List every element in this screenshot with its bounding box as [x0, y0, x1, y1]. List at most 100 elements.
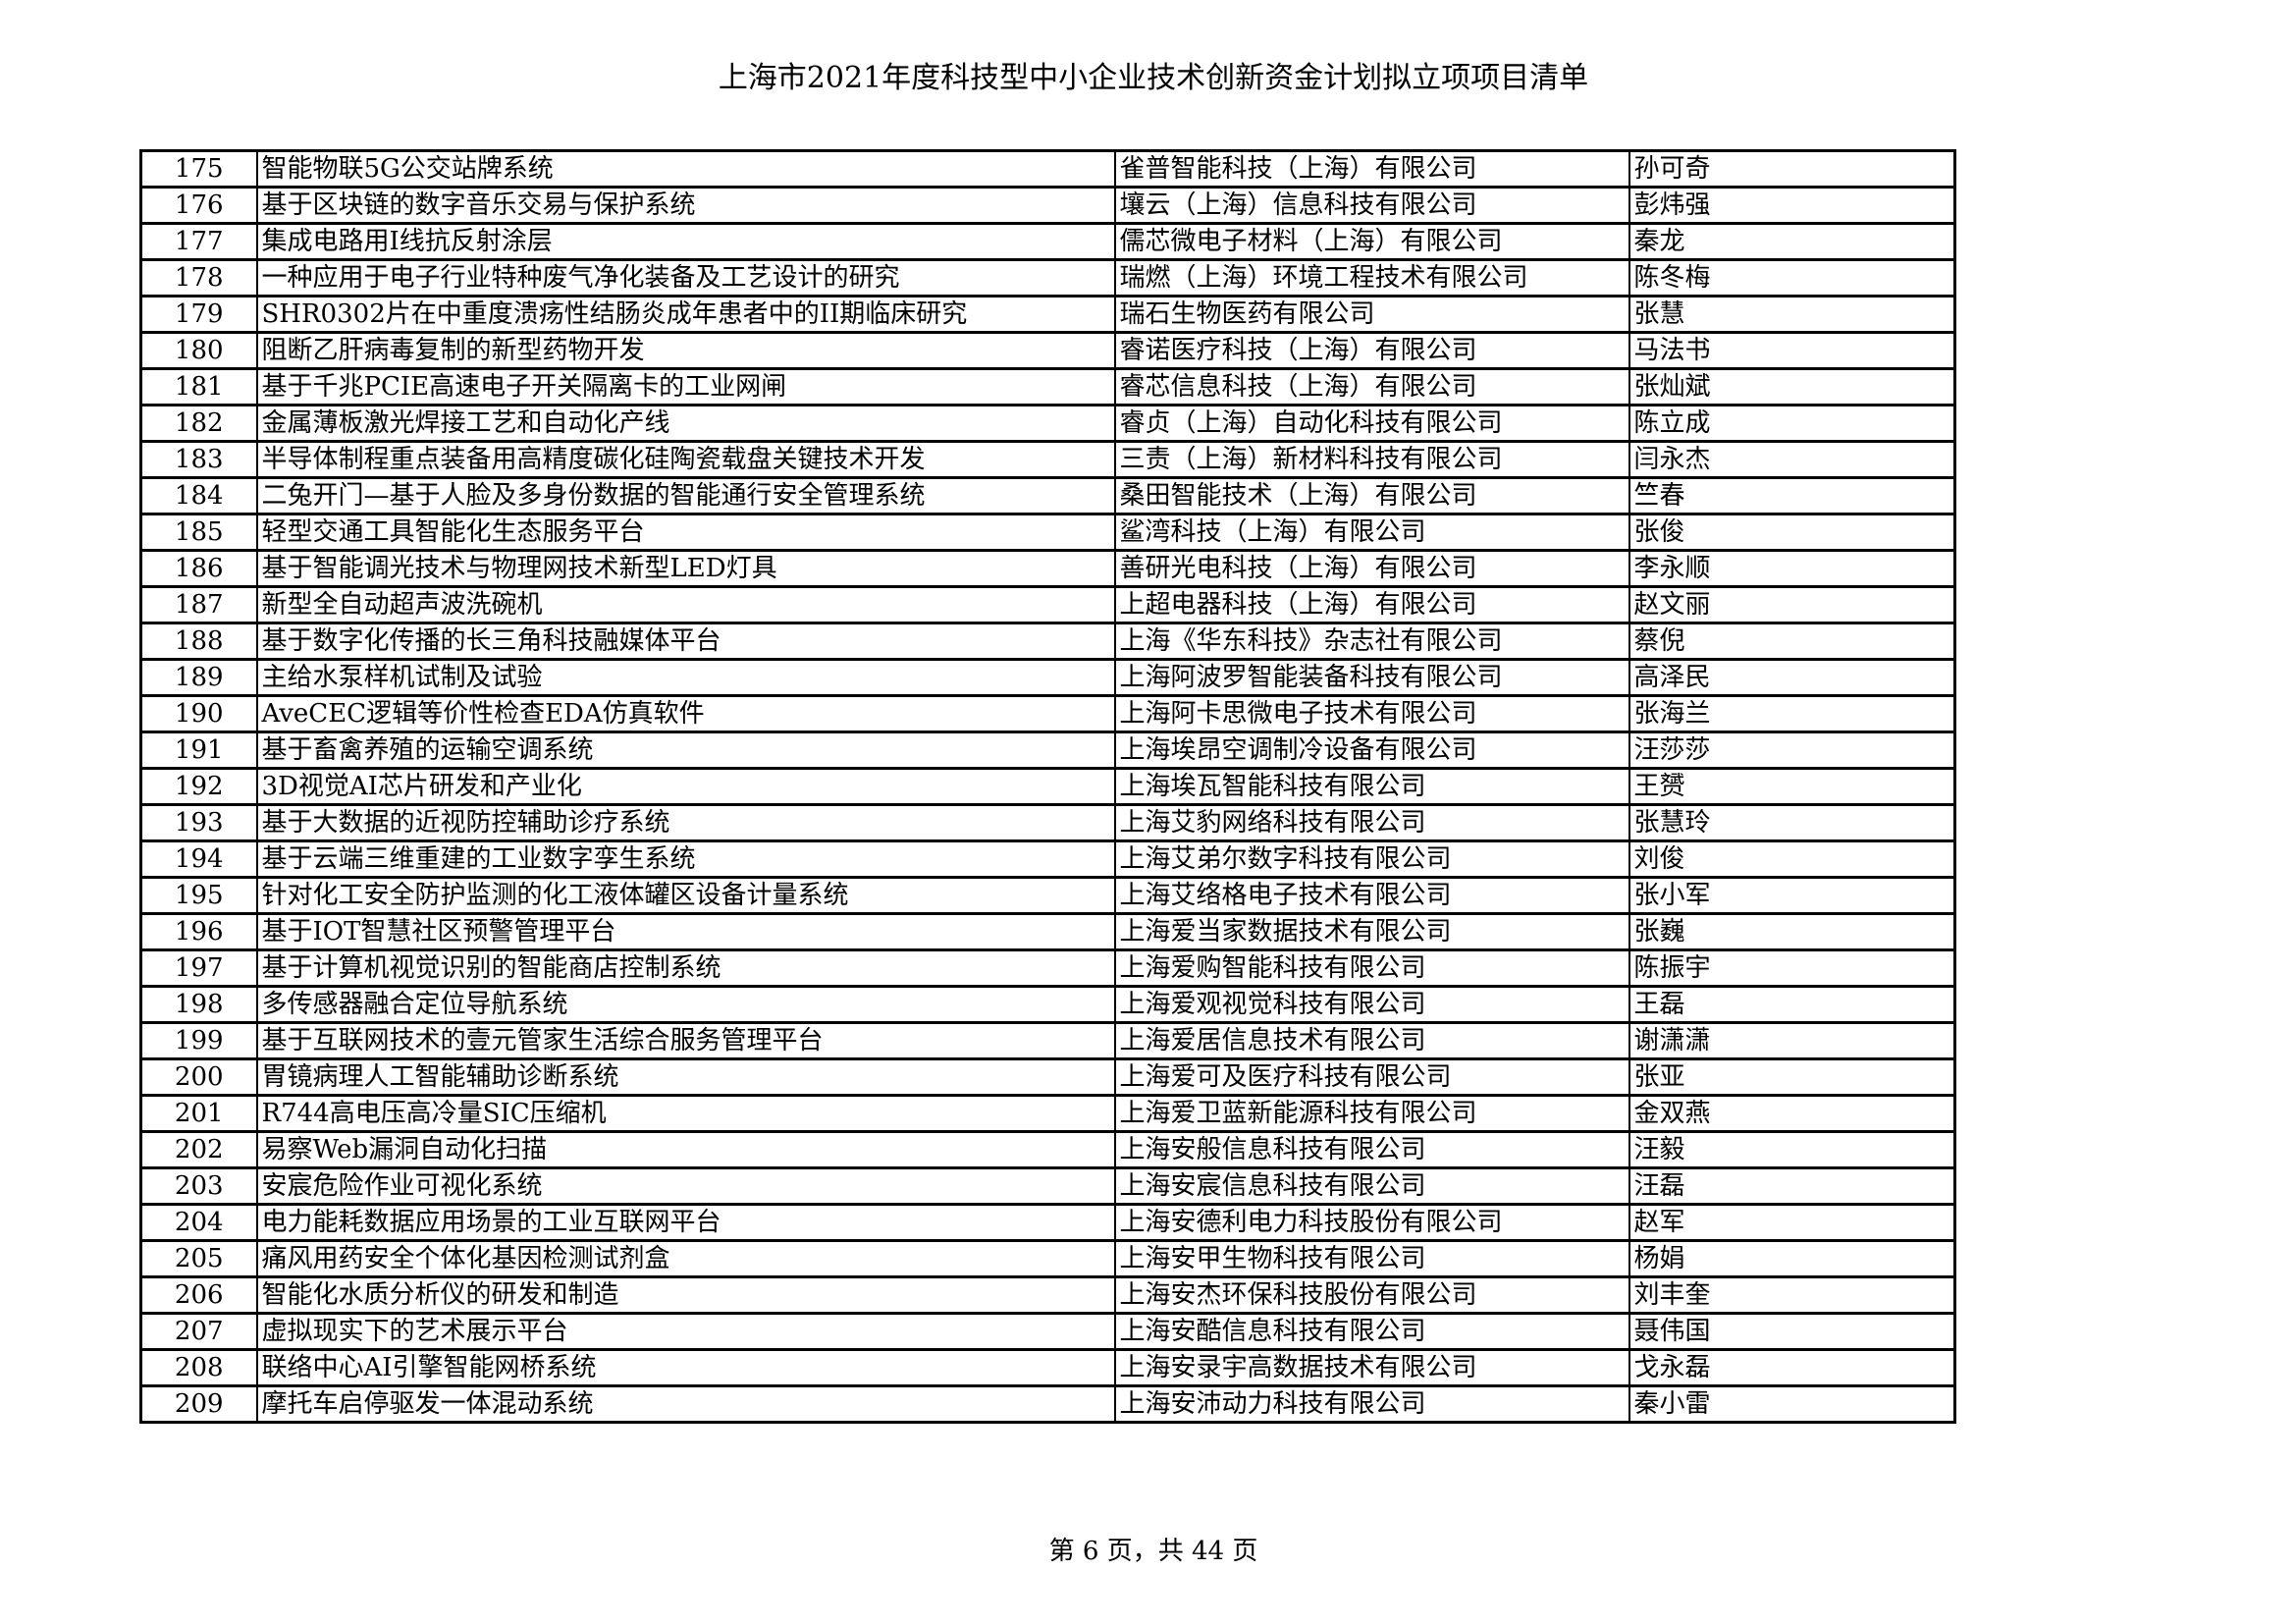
- project-name: 智能物联5G公交站牌系统: [255, 150, 1116, 189]
- row-number: 199: [139, 1022, 258, 1060]
- table-row: 192 3D视觉AI芯片研发和产业化 上海埃瓦智能科技有限公司 王赟: [139, 768, 1956, 806]
- company-name: 上超电器科技（上海）有限公司: [1113, 586, 1630, 624]
- project-leader: 王磊: [1628, 986, 1956, 1024]
- table-row: 202 易察Web漏洞自动化扫描 上海安般信息科技有限公司 汪毅: [139, 1131, 1956, 1169]
- project-leader: 戈永磊: [1628, 1349, 1956, 1387]
- row-number: 186: [139, 550, 258, 588]
- table-row: 176 基于区块链的数字音乐交易与保护系统 壤云（上海）信息科技有限公司 彭炜强: [139, 187, 1956, 225]
- table-row: 187 新型全自动超声波洗碗机 上超电器科技（上海）有限公司 赵文丽: [139, 586, 1956, 624]
- project-name: 基于千兆PCIE高速电子开关隔离卡的工业网闸: [255, 368, 1116, 406]
- project-name: 金属薄板激光焊接工艺和自动化产线: [255, 405, 1116, 443]
- table-row: 185 轻型交通工具智能化生态服务平台 鲨湾科技（上海）有限公司 张俊: [139, 514, 1956, 552]
- company-name: 鲨湾科技（上海）有限公司: [1113, 514, 1630, 552]
- company-name: 上海爱居信息技术有限公司: [1113, 1022, 1630, 1060]
- project-leader: 张巍: [1628, 913, 1956, 951]
- company-name: 上海爱卫蓝新能源科技有限公司: [1113, 1095, 1630, 1133]
- table-row: 181 基于千兆PCIE高速电子开关隔离卡的工业网闸 睿芯信息科技（上海）有限公司张…: [139, 368, 1956, 406]
- project-leader: 刘丰奎: [1628, 1276, 1956, 1315]
- project-name: 集成电路用I线抗反射涂层: [255, 223, 1116, 261]
- table-row: 196 基于IOT智慧社区预警管理平台 上海爱当家数据技术有限公司 张巍: [139, 913, 1956, 951]
- project-leader: 秦小雷: [1628, 1385, 1956, 1424]
- project-leader: 张慧玲: [1628, 804, 1956, 842]
- project-name: 二兔开门—基于人脸及多身份数据的智能通行安全管理系统: [255, 477, 1116, 515]
- project-leader: 竺春: [1628, 477, 1956, 515]
- company-name: 三责（上海）新材料科技有限公司: [1113, 441, 1630, 479]
- project-name: 痛风用药安全个体化基因检测试剂盒: [255, 1240, 1116, 1278]
- project-name: 电力能耗数据应用场景的工业互联网平台: [255, 1204, 1116, 1242]
- company-name: 上海爱当家数据技术有限公司: [1113, 913, 1630, 951]
- project-leader: 汪莎莎: [1628, 731, 1956, 770]
- project-name: 基于互联网技术的壹元管家生活综合服务管理平台: [255, 1022, 1116, 1060]
- row-number: 183: [139, 441, 258, 479]
- company-name: 上海阿卡思微电子技术有限公司: [1113, 695, 1630, 733]
- project-leader: 高泽民: [1628, 659, 1956, 697]
- table-row: 200 胃镜病理人工智能辅助诊断系统 上海爱可及医疗科技有限公司 张亚: [139, 1058, 1956, 1097]
- table-row: 191 基于畜禽养殖的运输空调系统 上海埃昂空调制冷设备有限公司 汪莎莎: [139, 731, 1956, 770]
- row-number: 187: [139, 586, 258, 624]
- row-number: 197: [139, 949, 258, 988]
- project-name: 基于计算机视觉识别的智能商店控制系统: [255, 949, 1116, 988]
- row-number: 206: [139, 1276, 258, 1315]
- company-name: 上海埃瓦智能科技有限公司: [1113, 768, 1630, 806]
- row-number: 184: [139, 477, 258, 515]
- row-number: 191: [139, 731, 258, 770]
- project-leader: 刘俊: [1628, 840, 1956, 879]
- company-name: 上海安甲生物科技有限公司: [1113, 1240, 1630, 1278]
- project-leader: 彭炜强: [1628, 187, 1956, 225]
- row-number: 193: [139, 804, 258, 842]
- project-leader: 赵文丽: [1628, 586, 1956, 624]
- company-name: 上海艾豹网络科技有限公司: [1113, 804, 1630, 842]
- project-leader: 张俊: [1628, 514, 1956, 552]
- company-name: 桑田智能技术（上海）有限公司: [1113, 477, 1630, 515]
- row-number: 177: [139, 223, 258, 261]
- row-number: 190: [139, 695, 258, 733]
- table-row: 195 针对化工安全防护监测的化工液体罐区设备计量系统 上海艾络格电子技术有限公司张…: [139, 877, 1956, 915]
- row-number: 185: [139, 514, 258, 552]
- row-number: 207: [139, 1313, 258, 1351]
- project-leader: 陈冬梅: [1628, 259, 1956, 298]
- row-number: 196: [139, 913, 258, 951]
- company-name: 上海安杰环保科技股份有限公司: [1113, 1276, 1630, 1315]
- project-leader: 蔡倪: [1628, 623, 1956, 661]
- company-name: 睿诺医疗科技（上海）有限公司: [1113, 332, 1630, 370]
- table-row: 197 基于计算机视觉识别的智能商店控制系统 上海爱购智能科技有限公司 陈振宇: [139, 949, 1956, 988]
- row-number: 194: [139, 840, 258, 879]
- company-name: 壤云（上海）信息科技有限公司: [1113, 187, 1630, 225]
- row-number: 192: [139, 768, 258, 806]
- company-name: 睿芯信息科技（上海）有限公司: [1113, 368, 1630, 406]
- row-number: 198: [139, 986, 258, 1024]
- table-row: 204 电力能耗数据应用场景的工业互联网平台 上海安德利电力科技股份有限公司 赵军: [139, 1204, 1956, 1242]
- row-number: 178: [139, 259, 258, 298]
- company-name: 上海艾弟尔数字科技有限公司: [1113, 840, 1630, 879]
- project-name: SHR0302片在中重度溃疡性结肠炎成年患者中的II期临床研究: [255, 296, 1116, 334]
- row-number: 202: [139, 1131, 258, 1169]
- project-name: 基于IOT智慧社区预警管理平台: [255, 913, 1116, 951]
- company-name: 上海爱可及医疗科技有限公司: [1113, 1058, 1630, 1097]
- row-number: 205: [139, 1240, 258, 1278]
- page-title: 上海市2021年度科技型中小企业技术创新资金计划拟立项项目清单: [718, 61, 1589, 95]
- table-row: 179 SHR0302片在中重度溃疡性结肠炎成年患者中的II期临床研究 瑞石生物医药…: [139, 296, 1956, 334]
- company-name: 上海安宸信息科技有限公司: [1113, 1167, 1630, 1206]
- project-leader: 闫永杰: [1628, 441, 1956, 479]
- page-number: 第 6 页，共 44 页: [1048, 1537, 1258, 1566]
- table-row: 203 安宸危险作业可视化系统 上海安宸信息科技有限公司 汪磊: [139, 1167, 1956, 1206]
- company-name: 雀普智能科技（上海）有限公司: [1113, 150, 1630, 189]
- company-name: 瑞石生物医药有限公司: [1113, 296, 1630, 334]
- project-name: 阻断乙肝病毒复制的新型药物开发: [255, 332, 1116, 370]
- company-name: 上海爱观视觉科技有限公司: [1113, 986, 1630, 1024]
- project-name: 基于区块链的数字音乐交易与保护系统: [255, 187, 1116, 225]
- project-name: R744高电压高冷量SIC压缩机: [255, 1095, 1116, 1133]
- project-name: 3D视觉AI芯片研发和产业化: [255, 768, 1116, 806]
- project-name: 基于智能调光技术与物理网技术新型LED灯具: [255, 550, 1116, 588]
- project-name: 胃镜病理人工智能辅助诊断系统: [255, 1058, 1116, 1097]
- table-row: 198 多传感器融合定位导航系统 上海爱观视觉科技有限公司 王磊: [139, 986, 1956, 1024]
- project-leader: 张灿斌: [1628, 368, 1956, 406]
- project-leader: 汪毅: [1628, 1131, 1956, 1169]
- table-row: 184 二兔开门—基于人脸及多身份数据的智能通行安全管理系统 桑田智能技术（上海）有…: [139, 477, 1956, 515]
- table-row: 182 金属薄板激光焊接工艺和自动化产线 睿贞（上海）自动化科技有限公司 陈立成: [139, 405, 1956, 443]
- project-leader: 陈立成: [1628, 405, 1956, 443]
- row-number: 208: [139, 1349, 258, 1387]
- row-number: 189: [139, 659, 258, 697]
- row-number: 209: [139, 1385, 258, 1424]
- project-name: 一种应用于电子行业特种废气净化装备及工艺设计的研究: [255, 259, 1116, 298]
